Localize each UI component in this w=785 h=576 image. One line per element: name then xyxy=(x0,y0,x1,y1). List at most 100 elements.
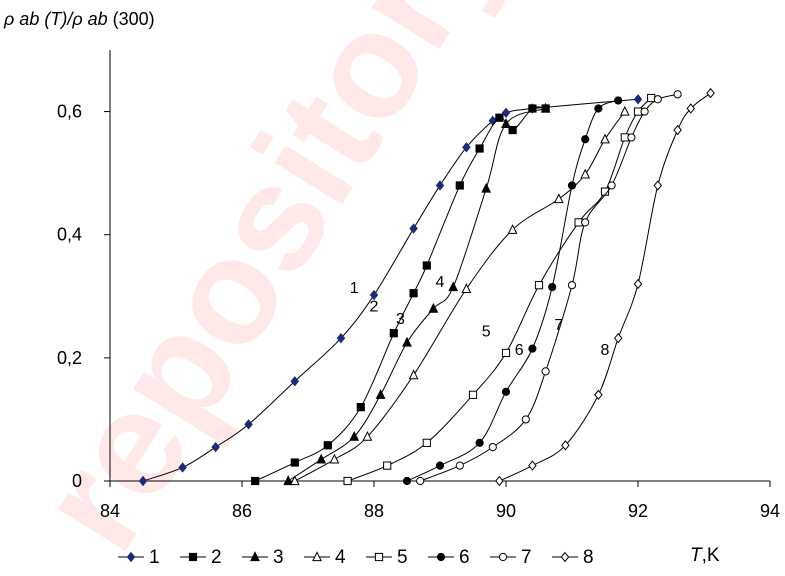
y-tick-label: 0,4 xyxy=(57,225,82,245)
legend-entry-3: 3 xyxy=(242,547,284,568)
data-point xyxy=(251,476,260,486)
data-point xyxy=(455,181,464,190)
data-point xyxy=(343,476,352,486)
data-point xyxy=(561,440,570,451)
data-point xyxy=(448,281,459,292)
legend-marker xyxy=(188,552,198,562)
series-2 xyxy=(251,104,550,486)
data-point xyxy=(640,107,649,116)
data-point xyxy=(356,403,365,412)
data-point xyxy=(211,441,220,453)
curve-label: 6 xyxy=(515,342,524,359)
data-point xyxy=(289,475,300,486)
data-point xyxy=(375,389,386,399)
data-point xyxy=(408,369,419,380)
legend-label: 7 xyxy=(521,547,532,568)
data-point xyxy=(501,107,511,118)
data-point xyxy=(468,390,478,399)
legend-entry-2: 2 xyxy=(180,547,222,568)
series-5 xyxy=(343,93,656,486)
data-point xyxy=(369,289,379,301)
x-label-part: T xyxy=(690,545,703,566)
series-line xyxy=(499,92,711,482)
data-point xyxy=(600,133,610,144)
data-point xyxy=(706,87,715,99)
legend-label: 1 xyxy=(149,547,160,568)
data-point xyxy=(461,283,472,293)
data-point xyxy=(501,387,511,396)
data-point xyxy=(416,476,425,486)
legend-label: 8 xyxy=(583,547,594,568)
x-tick-label: 90 xyxy=(496,501,516,521)
data-point xyxy=(653,95,662,104)
data-point xyxy=(435,180,445,191)
legend-marker xyxy=(126,551,136,563)
data-point xyxy=(402,336,412,347)
data-point xyxy=(422,261,431,270)
series-line xyxy=(406,100,619,482)
data-point xyxy=(541,367,550,376)
legend-label: 4 xyxy=(335,547,346,568)
data-point xyxy=(528,460,537,471)
legend-entry-8: 8 xyxy=(552,547,594,568)
y-label-part: (300) xyxy=(113,9,155,29)
y-label-part: ρ ab (T)/ρ ab xyxy=(3,9,113,29)
data-point xyxy=(673,124,682,136)
data-point xyxy=(362,430,373,441)
data-point xyxy=(614,96,623,105)
data-point xyxy=(402,476,412,486)
legend-label: 5 xyxy=(397,547,408,568)
data-point xyxy=(528,104,537,113)
data-point xyxy=(607,181,616,190)
x-tick-label: 84 xyxy=(100,501,120,521)
data-point xyxy=(323,441,332,450)
x-tick-label: 86 xyxy=(232,501,252,521)
legend-entry-1: 1 xyxy=(118,547,160,568)
series-3 xyxy=(283,102,551,486)
curve-label: 1 xyxy=(350,280,359,297)
x-axis-label: T,K xyxy=(690,545,720,566)
data-point xyxy=(495,113,504,122)
y-tick-label: 0,2 xyxy=(57,348,82,368)
curve-labels: 123 4 5 6 7 8 xyxy=(350,274,610,359)
curve-label: 7 xyxy=(554,317,563,334)
data-point xyxy=(567,181,577,190)
data-point xyxy=(647,93,656,103)
data-point xyxy=(507,224,518,234)
data-point xyxy=(508,125,517,135)
data-point xyxy=(178,462,187,473)
data-point xyxy=(540,102,551,113)
data-point xyxy=(534,281,544,290)
legend-marker xyxy=(312,551,322,562)
legend-entry-5: 5 xyxy=(366,547,408,568)
data-point xyxy=(435,461,445,470)
data-point xyxy=(580,168,591,179)
series-6 xyxy=(402,96,623,486)
legend: 1 2 3 4 5 6 7 8 T,K xyxy=(118,545,720,568)
data-point xyxy=(290,376,300,387)
data-point xyxy=(567,281,577,290)
legend-label: 2 xyxy=(211,547,222,568)
x-tick-label: 92 xyxy=(628,501,648,521)
data-point xyxy=(581,135,590,144)
data-point xyxy=(290,458,299,467)
data-point xyxy=(409,223,418,234)
data-point xyxy=(613,332,623,344)
data-point xyxy=(475,144,484,153)
watermark-text: repository.k xyxy=(5,0,597,576)
legend-entry-4: 4 xyxy=(304,547,346,568)
data-point xyxy=(336,332,346,344)
data-point xyxy=(594,389,603,400)
legend-label: 3 xyxy=(273,547,284,568)
data-point xyxy=(619,105,630,116)
legend-marker xyxy=(250,551,260,562)
data-point xyxy=(553,193,564,204)
x-label-part: ,K xyxy=(702,545,720,566)
legend-marker xyxy=(436,552,446,562)
curve-label: 8 xyxy=(601,342,610,359)
data-point xyxy=(501,348,511,358)
legend-entry-7: 7 xyxy=(490,547,532,568)
data-point xyxy=(138,475,148,487)
data-point xyxy=(283,475,294,486)
